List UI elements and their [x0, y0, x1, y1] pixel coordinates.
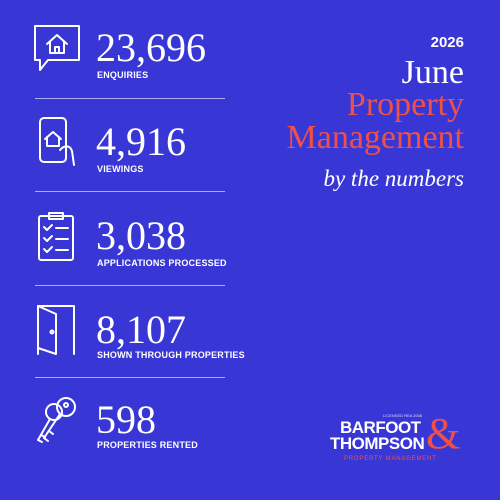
viewing-icon	[39, 117, 75, 166]
stat-value: 8,107	[96, 307, 186, 352]
stat-label: ENQUIRIES	[97, 70, 149, 80]
stat-value: 4,916	[96, 119, 186, 164]
logo-name: BARFOOT	[340, 418, 421, 437]
application-icon	[38, 212, 74, 261]
enquiry-icon	[34, 25, 80, 71]
divider	[35, 191, 225, 192]
logo-name: THOMPSON	[330, 434, 425, 453]
year: 2026	[430, 34, 464, 51]
stat-value: 23,696	[96, 25, 206, 70]
title-line: Management	[286, 119, 465, 156]
tagline: by the numbers	[323, 166, 464, 191]
logo-small: LICENSED REA 2008	[383, 413, 423, 418]
keys-icon	[37, 397, 76, 443]
stat-label: APPLICATIONS PROCESSED	[97, 258, 227, 268]
stat-label: PROPERTIES RENTED	[97, 440, 198, 450]
divider	[35, 285, 225, 286]
divider	[35, 377, 225, 378]
stat-label: VIEWINGS	[97, 164, 144, 174]
stat-label: SHOWN THROUGH PROPERTIES	[97, 350, 245, 360]
logo-sub: PROPERTY MANAGEMENT	[344, 456, 437, 462]
door-icon	[37, 305, 75, 355]
month: June	[401, 54, 464, 91]
logo-ampersand: &	[426, 409, 461, 458]
stat-value: 598	[96, 397, 156, 442]
stat-value: 3,038	[96, 213, 186, 258]
divider	[35, 98, 225, 99]
title-line: Property	[346, 86, 464, 123]
